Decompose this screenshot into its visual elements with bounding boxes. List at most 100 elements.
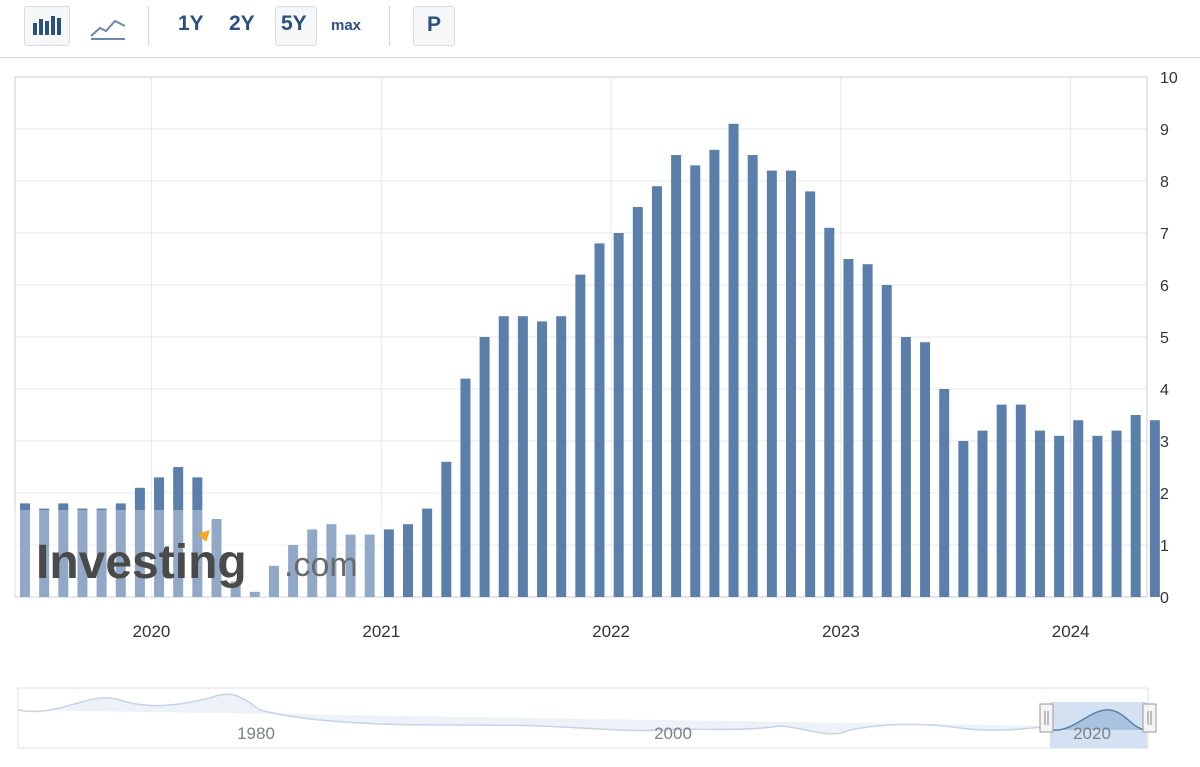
bar[interactable] bbox=[958, 441, 969, 597]
range-1y-button[interactable]: 1Y bbox=[178, 12, 204, 35]
bar[interactable] bbox=[192, 477, 203, 597]
x-tick-label: 2024 bbox=[1052, 622, 1090, 641]
bar[interactable] bbox=[1073, 420, 1084, 597]
bar[interactable] bbox=[1130, 415, 1141, 597]
navigator-right-handle[interactable] bbox=[1142, 703, 1157, 733]
toolbar-divider bbox=[389, 6, 390, 46]
bar[interactable] bbox=[575, 274, 586, 597]
bar[interactable] bbox=[288, 545, 299, 597]
bar[interactable] bbox=[671, 155, 682, 597]
y-tick-label: 1 bbox=[1160, 538, 1169, 555]
bar[interactable] bbox=[862, 264, 873, 597]
y-tick-label: 0 bbox=[1160, 590, 1169, 607]
bar[interactable] bbox=[20, 503, 30, 597]
bar[interactable] bbox=[1111, 430, 1122, 597]
navigator-track bbox=[17, 687, 1149, 749]
bar-series bbox=[20, 123, 1160, 598]
bar[interactable] bbox=[805, 191, 816, 597]
bar[interactable] bbox=[709, 149, 720, 598]
y-tick-label: 3 bbox=[1160, 434, 1169, 451]
y-tick-label: 7 bbox=[1160, 226, 1169, 243]
bar[interactable] bbox=[766, 170, 777, 597]
bar[interactable] bbox=[537, 321, 548, 597]
bar[interactable] bbox=[498, 316, 509, 597]
y-tick-label: 8 bbox=[1160, 174, 1169, 191]
bar[interactable] bbox=[594, 243, 605, 597]
bar[interactable] bbox=[977, 430, 988, 597]
bar[interactable] bbox=[1149, 420, 1160, 597]
bar[interactable] bbox=[632, 207, 643, 597]
toolbar-divider bbox=[148, 6, 149, 46]
navigator-label: 2000 bbox=[654, 724, 692, 743]
bar[interactable] bbox=[651, 186, 662, 597]
watermark-brand: Investing bbox=[36, 536, 247, 589]
x-tick-label: 2021 bbox=[362, 622, 400, 641]
bar[interactable] bbox=[939, 389, 950, 597]
bar[interactable] bbox=[920, 342, 931, 597]
range-2y-button[interactable]: 2Y bbox=[229, 12, 255, 35]
bar[interactable] bbox=[96, 508, 107, 597]
bar[interactable] bbox=[1034, 430, 1045, 597]
bar[interactable] bbox=[843, 259, 854, 597]
y-tick-label: 2 bbox=[1160, 486, 1169, 503]
line-chart-icon bbox=[90, 19, 126, 40]
bar[interactable] bbox=[230, 581, 241, 597]
navigator-selected-series bbox=[1051, 709, 1146, 731]
bar[interactable] bbox=[1092, 435, 1103, 597]
x-tick-label: 2022 bbox=[592, 622, 630, 641]
bar[interactable] bbox=[307, 529, 318, 597]
bar[interactable] bbox=[77, 508, 88, 597]
y-tick-label: 4 bbox=[1160, 382, 1169, 399]
bar-chart-button[interactable] bbox=[24, 6, 70, 46]
bar[interactable] bbox=[173, 467, 184, 597]
y-tick-label: 6 bbox=[1160, 278, 1169, 295]
bar[interactable] bbox=[690, 165, 701, 597]
bar[interactable] bbox=[728, 123, 739, 598]
bar[interactable] bbox=[786, 170, 796, 597]
y-axis: 0 1 2 3 4 5 6 7 8 9 10 bbox=[1160, 70, 1178, 607]
navigator-label: 2020 bbox=[1073, 724, 1111, 743]
bar[interactable] bbox=[422, 508, 433, 597]
bar[interactable] bbox=[115, 503, 126, 597]
y-tick-label: 9 bbox=[1160, 122, 1169, 139]
bar[interactable] bbox=[364, 534, 375, 597]
bar[interactable] bbox=[900, 337, 911, 597]
bar[interactable] bbox=[441, 461, 452, 597]
bar[interactable] bbox=[403, 524, 413, 597]
bar[interactable] bbox=[154, 477, 165, 597]
bar[interactable] bbox=[824, 227, 835, 598]
bar[interactable] bbox=[747, 155, 758, 597]
chart-toolbar: 1Y 2Y 5Y max P bbox=[0, 0, 1200, 58]
bar[interactable] bbox=[268, 565, 279, 597]
x-axis: 2020 2021 2022 2023 2024 bbox=[133, 622, 1090, 641]
bar[interactable] bbox=[39, 508, 50, 597]
bar[interactable] bbox=[881, 285, 892, 597]
p-button[interactable]: P bbox=[413, 6, 455, 46]
range-max-button[interactable]: max bbox=[331, 17, 362, 34]
bar[interactable] bbox=[556, 316, 567, 597]
range-5y-button[interactable]: 5Y bbox=[281, 12, 307, 35]
watermark bbox=[14, 510, 384, 597]
bar[interactable] bbox=[326, 524, 337, 597]
bar[interactable] bbox=[1015, 404, 1026, 597]
bar[interactable] bbox=[383, 529, 394, 597]
y-tick-label: 5 bbox=[1160, 330, 1169, 347]
bar[interactable] bbox=[58, 503, 69, 597]
bar[interactable] bbox=[996, 404, 1007, 597]
bar[interactable] bbox=[460, 378, 471, 597]
y-tick-label: 10 bbox=[1160, 70, 1178, 87]
navigator-label: 1980 bbox=[237, 724, 275, 743]
bar[interactable] bbox=[249, 591, 260, 597]
bar[interactable] bbox=[345, 534, 356, 597]
bar[interactable] bbox=[211, 519, 222, 597]
watermark-flame-icon bbox=[198, 530, 210, 542]
bar[interactable] bbox=[479, 337, 490, 597]
bar[interactable] bbox=[1054, 435, 1065, 597]
x-tick-label: 2020 bbox=[133, 622, 171, 641]
bar[interactable] bbox=[613, 233, 624, 597]
bar[interactable] bbox=[134, 487, 145, 597]
bar[interactable] bbox=[517, 316, 528, 597]
line-chart-button[interactable] bbox=[88, 6, 128, 46]
range-5y-active-bg bbox=[275, 6, 317, 46]
navigator-left-handle[interactable] bbox=[1039, 703, 1054, 733]
